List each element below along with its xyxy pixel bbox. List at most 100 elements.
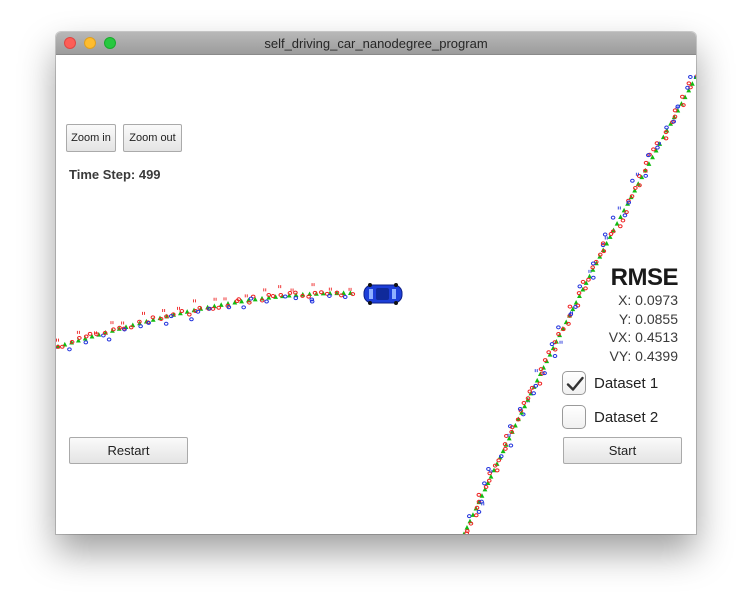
lidar-marker <box>468 521 474 526</box>
estimate-marker <box>266 295 272 300</box>
radar-marker <box>207 306 212 311</box>
lidar-marker <box>94 332 99 337</box>
radar-marker <box>342 294 348 299</box>
rmse-vy: VY: 0.4399 <box>609 347 678 364</box>
lidar-marker <box>672 114 678 119</box>
lidar-marker <box>306 294 311 299</box>
radar-marker <box>264 299 269 304</box>
minimize-window-button[interactable] <box>84 37 96 49</box>
lidar-marker <box>247 300 252 305</box>
lidar-marker <box>76 330 80 334</box>
radar-marker <box>486 466 491 471</box>
estimate-marker <box>293 292 299 297</box>
lidar-marker <box>626 198 631 203</box>
estimate-marker <box>679 101 684 106</box>
radar-marker <box>241 305 246 310</box>
lidar-marker <box>464 531 470 534</box>
lidar-marker <box>610 229 616 234</box>
radar-marker <box>552 354 558 359</box>
radar-marker <box>508 443 514 448</box>
radar-marker <box>163 321 169 326</box>
estimate-marker <box>76 337 81 343</box>
lidar-marker <box>515 417 521 422</box>
lidar-marker <box>193 309 198 314</box>
lidar-marker <box>600 241 606 246</box>
lidar-marker <box>213 297 217 301</box>
radar-marker <box>138 324 143 329</box>
lidar-marker <box>270 294 276 299</box>
lidar-marker <box>348 287 352 291</box>
lidar-marker <box>465 529 470 534</box>
radar-marker <box>635 172 639 176</box>
lidar-marker <box>618 224 623 229</box>
dataset-2-checkbox[interactable] <box>562 405 586 429</box>
time-step-display: Time Step: 499 <box>69 167 161 182</box>
lidar-marker <box>561 327 566 332</box>
estimate-marker <box>668 121 673 126</box>
lidar-marker <box>328 287 332 291</box>
radar-marker <box>248 296 254 301</box>
restart-button[interactable]: Restart <box>69 437 188 464</box>
estimate-marker <box>522 403 528 409</box>
start-button[interactable]: Start <box>563 437 682 464</box>
lidar-marker <box>503 446 508 451</box>
marker-layer <box>56 74 696 534</box>
lidar-marker <box>680 94 685 99</box>
estimate-marker <box>573 299 579 305</box>
estimate-marker <box>587 273 592 279</box>
estimate-marker <box>488 474 494 479</box>
radar-marker <box>604 236 608 240</box>
estimate-marker <box>218 302 224 307</box>
radar-marker <box>590 261 596 266</box>
radar-marker <box>549 342 555 347</box>
lidar-marker <box>556 332 561 337</box>
radar-marker <box>591 275 596 280</box>
lidar-marker <box>77 335 82 340</box>
time-step-label: Time Step: <box>69 167 136 182</box>
lidar-marker <box>686 81 692 86</box>
radar-marker <box>671 119 677 124</box>
radar-marker <box>556 325 561 330</box>
radar-marker <box>693 75 696 79</box>
radar-marker <box>542 371 547 376</box>
estimate-marker <box>494 461 500 466</box>
lidar-marker <box>502 442 508 447</box>
dataset-2-label: Dataset 2 <box>594 409 659 426</box>
lidar-marker <box>117 325 122 330</box>
close-window-button[interactable] <box>64 37 76 49</box>
estimate-marker <box>653 147 659 153</box>
lidar-marker <box>542 358 548 363</box>
lidar-marker <box>150 315 156 320</box>
radar-marker <box>622 213 628 218</box>
simulation-canvas[interactable]: Zoom in Zoom out Time Step: 499 RMSE X: … <box>56 54 696 534</box>
radar-marker <box>106 337 112 342</box>
lidar-marker <box>620 218 626 223</box>
lidar-marker <box>121 321 125 325</box>
zoom-in-button[interactable]: Zoom in <box>66 124 116 152</box>
lidar-marker <box>597 252 603 257</box>
estimate-marker <box>646 161 652 166</box>
radar-marker <box>466 514 472 519</box>
maximize-window-button[interactable] <box>104 37 116 49</box>
estimate-marker <box>664 127 670 133</box>
rmse-y: Y: 0.0855 <box>618 310 678 327</box>
lidar-marker <box>142 311 145 315</box>
lidar-marker <box>643 168 648 173</box>
lidar-marker <box>263 288 267 292</box>
estimate-marker <box>639 174 645 180</box>
radar-marker <box>327 293 332 298</box>
lidar-marker <box>504 433 509 438</box>
radar-marker <box>122 327 127 332</box>
lidar-marker <box>244 294 248 298</box>
estimate-marker <box>614 221 620 226</box>
lidar-marker <box>580 279 586 284</box>
dataset-1-checkbox[interactable] <box>562 371 586 395</box>
lidar-marker <box>164 314 169 319</box>
lidar-marker <box>537 381 543 386</box>
estimate-marker <box>286 292 292 298</box>
radar-marker <box>664 125 669 130</box>
radar-marker <box>146 320 151 325</box>
radar-marker <box>570 311 574 315</box>
lidar-marker <box>128 325 134 330</box>
zoom-out-button[interactable]: Zoom out <box>123 124 182 152</box>
